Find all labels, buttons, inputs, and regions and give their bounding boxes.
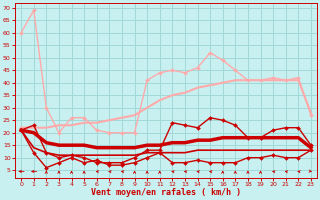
X-axis label: Vent moyen/en rafales ( km/h ): Vent moyen/en rafales ( km/h ) bbox=[91, 188, 241, 197]
